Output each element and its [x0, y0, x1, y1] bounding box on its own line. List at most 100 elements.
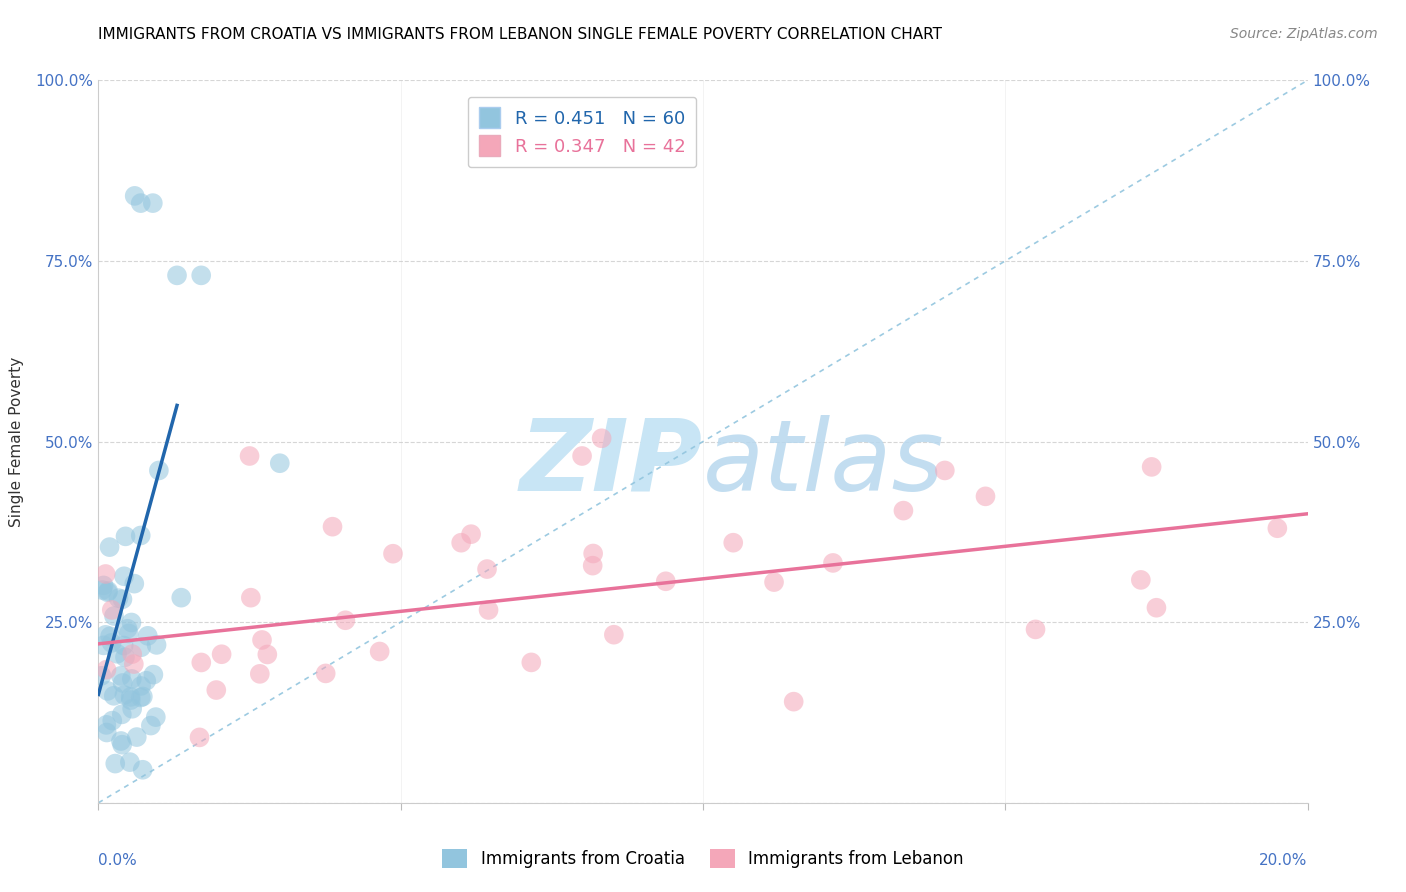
Point	[107, 591, 129, 606]
Point	[582, 558, 605, 573]
Text: Source: ZipAtlas.com: Source: ZipAtlas.com	[1230, 27, 1378, 41]
Point	[256, 648, 278, 662]
Point	[100, 636, 122, 650]
Text: 0.0%: 0.0%	[98, 854, 138, 869]
Point	[120, 690, 142, 704]
Point	[821, 556, 844, 570]
Point	[269, 456, 291, 470]
Point	[188, 731, 211, 745]
Point	[103, 609, 125, 624]
Point	[135, 673, 157, 688]
Point	[111, 676, 134, 690]
Point	[148, 463, 170, 477]
Point	[763, 575, 786, 590]
Point	[129, 640, 152, 655]
Point	[110, 734, 132, 748]
Point	[139, 718, 162, 732]
Point	[96, 684, 118, 698]
Point	[114, 529, 136, 543]
Y-axis label: Single Female Poverty: Single Female Poverty	[10, 357, 24, 526]
Point	[118, 626, 141, 640]
Point	[96, 663, 118, 677]
Point	[121, 647, 143, 661]
Point	[571, 449, 593, 463]
Point	[118, 755, 141, 769]
Point	[93, 639, 115, 653]
Point	[96, 725, 118, 739]
Point	[211, 647, 233, 661]
Point	[94, 566, 117, 581]
Point	[368, 644, 391, 658]
Point	[142, 196, 165, 211]
Text: 20.0%: 20.0%	[1260, 854, 1308, 869]
Point	[723, 535, 745, 549]
Point	[111, 592, 134, 607]
Point	[124, 576, 146, 591]
Point	[239, 591, 262, 605]
Point	[1140, 459, 1163, 474]
Legend: Immigrants from Croatia, Immigrants from Lebanon: Immigrants from Croatia, Immigrants from…	[436, 842, 970, 875]
Point	[450, 535, 472, 549]
Point	[90, 669, 112, 683]
Point	[94, 628, 117, 642]
Point	[783, 695, 806, 709]
Point	[96, 718, 118, 732]
Point	[321, 519, 343, 533]
Point	[93, 578, 115, 592]
Point	[934, 463, 956, 477]
Point	[103, 689, 125, 703]
Point	[190, 268, 212, 283]
Point	[129, 196, 152, 211]
Point	[111, 707, 134, 722]
Point	[122, 657, 145, 671]
Point	[249, 666, 271, 681]
Point	[129, 679, 152, 693]
Point	[136, 629, 159, 643]
Text: ZIP: ZIP	[520, 415, 703, 512]
Point	[170, 591, 193, 605]
Point	[250, 632, 273, 647]
Point	[655, 574, 678, 589]
Point	[101, 714, 124, 728]
Text: atlas: atlas	[703, 415, 945, 512]
Point	[131, 763, 153, 777]
Point	[974, 489, 997, 503]
Point	[97, 585, 120, 599]
Point	[120, 693, 142, 707]
Point	[121, 672, 143, 686]
Point	[145, 710, 167, 724]
Point	[124, 189, 146, 203]
Point	[166, 268, 188, 283]
Point	[142, 667, 165, 681]
Point	[520, 656, 543, 670]
Point	[104, 756, 127, 771]
Point	[1267, 521, 1289, 535]
Point	[335, 613, 357, 627]
Point	[1024, 623, 1046, 637]
Point	[239, 449, 262, 463]
Point	[112, 688, 135, 702]
Point	[117, 622, 139, 636]
Point	[132, 690, 155, 704]
Point	[125, 730, 148, 744]
Point	[591, 431, 613, 445]
Point	[98, 540, 121, 554]
Legend: R = 0.451   N = 60, R = 0.347   N = 42: R = 0.451 N = 60, R = 0.347 N = 42	[468, 96, 696, 167]
Text: IMMIGRANTS FROM CROATIA VS IMMIGRANTS FROM LEBANON SINGLE FEMALE POVERTY CORRELA: IMMIGRANTS FROM CROATIA VS IMMIGRANTS FR…	[98, 27, 942, 42]
Point	[382, 547, 405, 561]
Point	[121, 702, 143, 716]
Point	[101, 603, 124, 617]
Point	[105, 647, 128, 661]
Point	[129, 528, 152, 542]
Point	[112, 639, 135, 653]
Point	[121, 615, 143, 630]
Point	[477, 603, 499, 617]
Point	[114, 650, 136, 665]
Point	[315, 666, 337, 681]
Point	[91, 583, 114, 598]
Point	[1129, 573, 1152, 587]
Point	[129, 690, 152, 705]
Point	[893, 503, 915, 517]
Point	[603, 628, 626, 642]
Point	[112, 569, 135, 583]
